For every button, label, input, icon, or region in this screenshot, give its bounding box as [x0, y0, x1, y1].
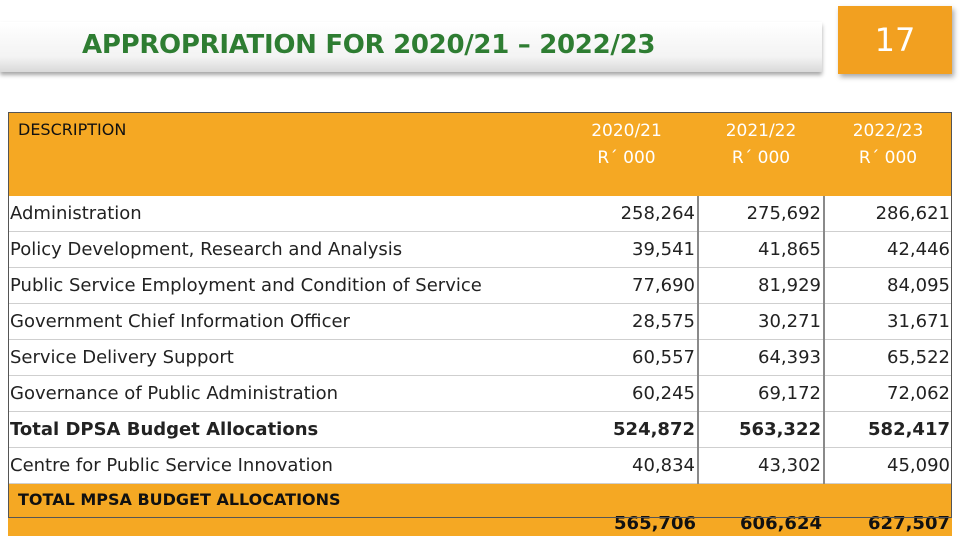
table-row-subtotal: Total DPSA Budget Allocations 524,872 56…	[8, 411, 952, 448]
total-value-2022-23: 627,507	[824, 483, 952, 536]
row-label: Centre for Public Service Innovation	[8, 447, 555, 484]
row-value-2022-23: 31,671	[824, 303, 952, 340]
row-value-2020-21: 60,245	[555, 375, 699, 412]
row-label: Government Chief Information Officer	[8, 303, 555, 340]
row-label: Administration	[8, 196, 555, 232]
table-row: Service Delivery Support 60,557 64,393 6…	[8, 339, 952, 376]
title-bar	[0, 22, 822, 72]
header-year-col-3: 2022/23 R´ 000	[824, 112, 952, 196]
header-description: DESCRIPTION	[8, 112, 555, 196]
total-value-2020-21: 565,706	[555, 483, 698, 536]
row-label: Public Service Employment and Condition …	[8, 267, 555, 304]
table-header-row: DESCRIPTION 2020/21 R´ 000 2021/22 R´ 000 …	[8, 112, 952, 196]
row-value-2022-23: 582,417	[824, 411, 952, 448]
row-value-2021-22: 81,929	[698, 267, 825, 304]
table-row: Governance of Public Administration 60,2…	[8, 375, 952, 412]
row-label: Service Delivery Support	[8, 339, 555, 376]
total-label: TOTAL MPSA BUDGET ALLOCATIONS	[8, 483, 555, 536]
row-value-2021-22: 30,271	[698, 303, 825, 340]
row-value-2022-23: 84,095	[824, 267, 952, 304]
table-row: Administration 258,264 275,692 286,621	[8, 196, 952, 232]
row-value-2021-22: 563,322	[698, 411, 825, 448]
row-value-2022-23: 286,621	[824, 196, 952, 232]
row-value-2022-23: 65,522	[824, 339, 952, 376]
table-row: Policy Development, Research and Analysi…	[8, 231, 952, 268]
row-label: Total DPSA Budget Allocations	[8, 411, 555, 448]
header-year-col-1: 2020/21 R´ 000	[555, 112, 698, 196]
page-number: 17	[874, 21, 916, 59]
table-total-row: TOTAL MPSA BUDGET ALLOCATIONS 565,706 60…	[8, 483, 952, 536]
row-value-2020-21: 28,575	[555, 303, 699, 340]
row-label: Governance of Public Administration	[8, 375, 555, 412]
table-row: Centre for Public Service Innovation 40,…	[8, 447, 952, 484]
row-value-2020-21: 39,541	[555, 231, 699, 268]
row-value-2020-21: 524,872	[555, 411, 699, 448]
row-value-2022-23: 72,062	[824, 375, 952, 412]
row-value-2020-21: 60,557	[555, 339, 699, 376]
appropriation-table: DESCRIPTION 2020/21 R´ 000 2021/22 R´ 000 …	[8, 112, 952, 536]
row-value-2021-22: 275,692	[698, 196, 825, 232]
total-value-2021-22: 606,624	[698, 483, 824, 536]
row-value-2020-21: 258,264	[555, 196, 699, 232]
page-title: APPROPRIATION FOR 2020/21 – 2022/23	[82, 30, 656, 60]
page-number-badge: 17	[838, 6, 952, 74]
table-row: Government Chief Information Officer 28,…	[8, 303, 952, 340]
header-year-col-2: 2021/22 R´ 000	[698, 112, 824, 196]
row-value-2021-22: 41,865	[698, 231, 825, 268]
row-value-2020-21: 40,834	[555, 447, 699, 484]
table-row: Public Service Employment and Condition …	[8, 267, 952, 304]
row-value-2020-21: 77,690	[555, 267, 699, 304]
row-value-2022-23: 45,090	[824, 447, 952, 484]
row-value-2022-23: 42,446	[824, 231, 952, 268]
row-label: Policy Development, Research and Analysi…	[8, 231, 555, 268]
row-value-2021-22: 69,172	[698, 375, 825, 412]
row-value-2021-22: 43,302	[698, 447, 825, 484]
row-value-2021-22: 64,393	[698, 339, 825, 376]
